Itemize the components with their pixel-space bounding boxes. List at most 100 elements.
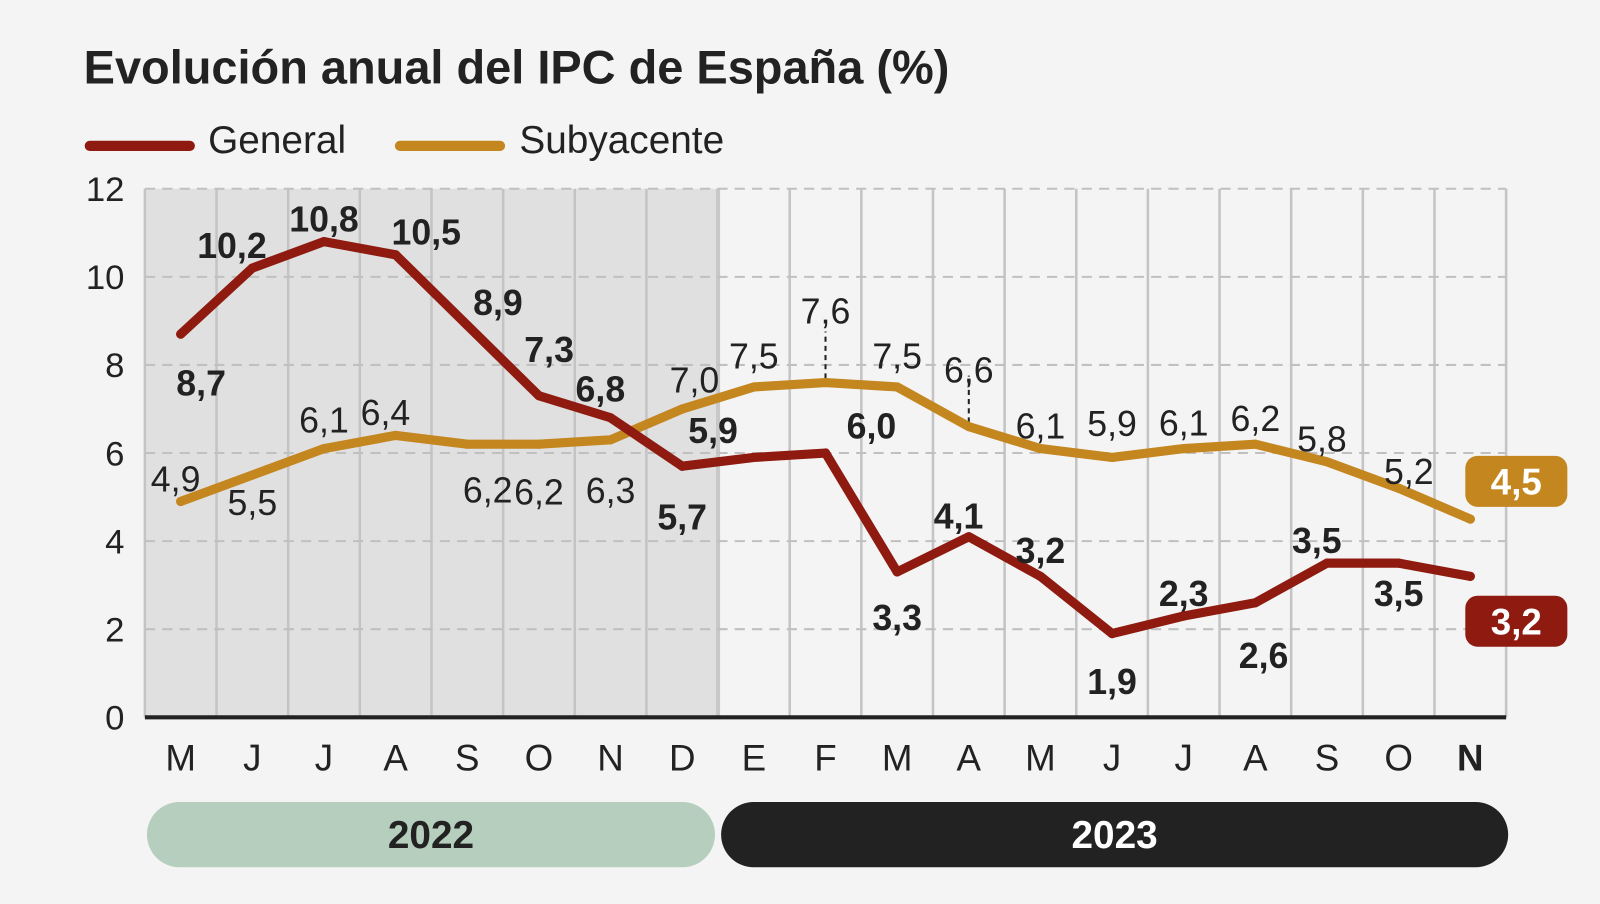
end-value-label: 4,5 bbox=[1491, 462, 1542, 503]
data-point-subyacente bbox=[605, 435, 616, 445]
data-point-general bbox=[1107, 629, 1117, 639]
data-label-general: 3,3 bbox=[872, 598, 922, 638]
data-point-general bbox=[605, 413, 616, 423]
data-point-general bbox=[462, 320, 472, 330]
data-point-general bbox=[319, 237, 329, 247]
data-label-general: 7,3 bbox=[524, 330, 574, 370]
data-point-general bbox=[820, 448, 831, 458]
data-label-general: 3,5 bbox=[1292, 521, 1342, 561]
data-point-subyacente bbox=[391, 430, 401, 440]
data-point-subyacente bbox=[176, 496, 186, 507]
data-label-subyacente: 5,2 bbox=[1384, 452, 1434, 492]
data-label-subyacente: 6,4 bbox=[361, 393, 411, 433]
data-label-subyacente: 6,2 bbox=[514, 472, 564, 512]
y-tick-label: 12 bbox=[86, 171, 125, 209]
x-tick-label: S bbox=[1315, 737, 1340, 778]
data-label-subyacente: 7,6 bbox=[801, 291, 851, 331]
data-label-general: 3,5 bbox=[1374, 574, 1424, 614]
data-label-general: 2,6 bbox=[1239, 636, 1289, 676]
data-point-general bbox=[892, 567, 902, 577]
data-label-general: 6,8 bbox=[576, 369, 626, 409]
data-point-subyacente bbox=[319, 444, 329, 454]
end-value-badge-general bbox=[1465, 595, 1568, 647]
x-tick-label: E bbox=[742, 737, 767, 778]
data-label-general: 6,0 bbox=[847, 407, 897, 447]
data-label-general: 1,9 bbox=[1087, 662, 1137, 702]
data-label-general: 8,7 bbox=[176, 363, 226, 403]
data-label-general: 2,3 bbox=[1159, 574, 1209, 614]
data-point-subyacente bbox=[964, 422, 974, 432]
x-tick-label: J bbox=[1103, 737, 1121, 778]
data-point-subyacente bbox=[1035, 444, 1046, 454]
year-band-2022 bbox=[146, 801, 715, 868]
data-point-general bbox=[1394, 558, 1404, 568]
data-point-subyacente bbox=[1322, 457, 1332, 467]
x-tick-label: A bbox=[383, 737, 408, 778]
data-point-general bbox=[1035, 571, 1046, 581]
end-value-badge-subyacente bbox=[1465, 455, 1568, 507]
data-point-general bbox=[677, 461, 687, 471]
y-tick-label: 4 bbox=[105, 523, 124, 561]
x-tick-label: J bbox=[1175, 737, 1193, 778]
data-point-general bbox=[749, 452, 759, 463]
y-tick-label: 6 bbox=[105, 435, 124, 473]
x-tick-label: N bbox=[597, 737, 624, 778]
data-point-subyacente bbox=[892, 382, 902, 392]
data-point-subyacente bbox=[534, 439, 544, 449]
data-label-general: 5,7 bbox=[657, 497, 707, 537]
data-label-subyacente: 5,8 bbox=[1297, 420, 1347, 460]
data-point-general bbox=[391, 250, 401, 260]
x-tick-label: J bbox=[315, 737, 333, 778]
data-label-subyacente: 7,5 bbox=[872, 337, 922, 377]
data-label-general: 10,2 bbox=[197, 226, 267, 266]
data-label-subyacente: 6,1 bbox=[1159, 403, 1209, 443]
x-tick-label: D bbox=[669, 737, 696, 778]
data-label-general: 3,2 bbox=[1016, 531, 1066, 571]
data-label-subyacente: 5,5 bbox=[228, 483, 278, 523]
data-label-general: 10,5 bbox=[392, 213, 462, 253]
x-tick-label: O bbox=[1384, 737, 1413, 778]
legend-label-general: General bbox=[208, 119, 346, 162]
data-label-subyacente: 7,0 bbox=[670, 361, 720, 401]
x-tick-label: M bbox=[882, 737, 913, 778]
data-point-subyacente bbox=[462, 439, 472, 449]
data-label-general: 5,9 bbox=[688, 411, 738, 451]
x-tick-label: F bbox=[814, 737, 836, 778]
legend-label-subyacente: Subyacente bbox=[519, 119, 724, 162]
data-label-subyacente: 6,3 bbox=[586, 471, 636, 511]
y-tick-label: 8 bbox=[105, 347, 124, 385]
x-tick-label: S bbox=[455, 737, 480, 778]
data-point-general bbox=[1465, 571, 1475, 581]
data-point-general bbox=[1322, 558, 1332, 568]
y-tick-label: 0 bbox=[105, 700, 124, 738]
x-tick-label: M bbox=[165, 737, 196, 778]
end-value-label: 3,2 bbox=[1491, 602, 1542, 643]
chart-title: Evolución anual del IPC de España (%) bbox=[84, 42, 950, 94]
data-point-subyacente bbox=[1250, 439, 1260, 449]
data-point-general bbox=[964, 532, 974, 542]
data-point-general bbox=[534, 391, 544, 401]
year-label: 2023 bbox=[1072, 814, 1158, 857]
data-point-subyacente bbox=[749, 382, 759, 392]
data-label-subyacente: 7,5 bbox=[729, 337, 779, 377]
data-point-general bbox=[1179, 611, 1189, 621]
data-point-general bbox=[247, 263, 257, 273]
data-label-general: 10,8 bbox=[289, 199, 359, 239]
data-point-subyacente bbox=[820, 377, 831, 388]
data-point-subyacente bbox=[1107, 452, 1117, 463]
data-point-subyacente bbox=[677, 404, 687, 414]
data-label-subyacente: 6,1 bbox=[1016, 406, 1066, 446]
legend: General Subyacente bbox=[84, 119, 724, 162]
x-tick-label: O bbox=[525, 737, 554, 778]
data-label-subyacente: 6,1 bbox=[299, 400, 349, 440]
x-tick-label: J bbox=[243, 737, 261, 778]
data-label-subyacente: 4,9 bbox=[151, 459, 201, 499]
data-point-general bbox=[1250, 598, 1260, 608]
data-point-subyacente bbox=[1179, 444, 1189, 454]
data-point-subyacente bbox=[1394, 483, 1404, 493]
x-tick-label: M bbox=[1025, 737, 1056, 778]
data-label-subyacente: 6,2 bbox=[463, 470, 513, 510]
data-label-general: 8,9 bbox=[473, 283, 523, 323]
year-label: 2022 bbox=[388, 814, 474, 857]
